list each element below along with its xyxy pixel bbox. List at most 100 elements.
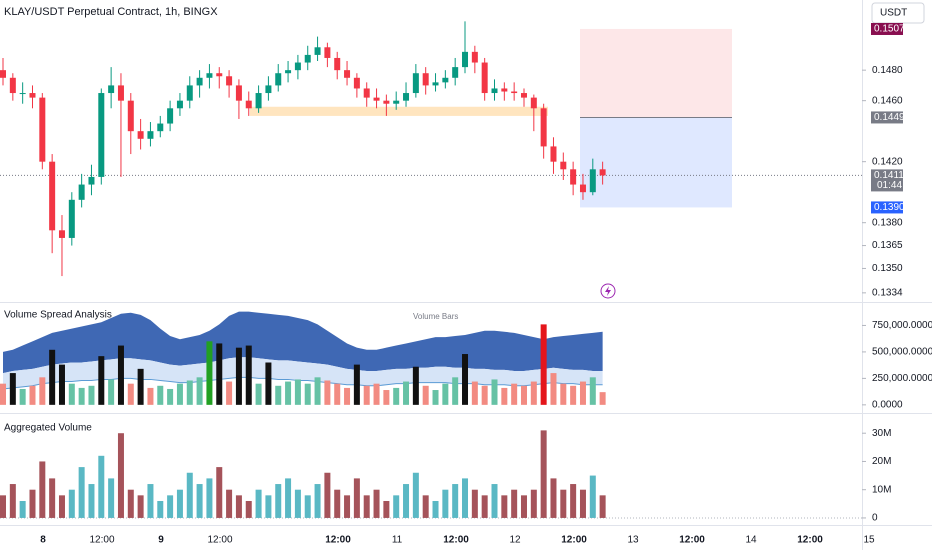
volume-bar xyxy=(570,484,577,518)
volume-bar xyxy=(589,475,596,518)
x-tick-label: 12:00 xyxy=(89,535,114,546)
volume-bar xyxy=(334,383,341,405)
candle-body xyxy=(432,82,439,86)
volume-bar xyxy=(579,381,586,405)
lightning-bolt xyxy=(605,286,611,296)
volume-bar xyxy=(68,489,75,518)
candle-body xyxy=(78,184,85,200)
candle-body xyxy=(186,85,193,101)
volume-bar xyxy=(560,383,567,405)
candle-body xyxy=(520,93,527,98)
volume-bar xyxy=(363,385,370,405)
volume-bar xyxy=(452,484,459,518)
volume-bar xyxy=(471,489,478,518)
volume-bar xyxy=(19,388,26,405)
x-tick-label: 12:00 xyxy=(325,535,351,546)
candle-body xyxy=(501,88,508,92)
x-tick-label: 12:00 xyxy=(207,535,232,546)
y-tick-label: 30M xyxy=(872,428,891,439)
volume-bar xyxy=(432,390,439,405)
volume-bar xyxy=(68,383,75,405)
candle-body xyxy=(206,73,213,78)
candle-body xyxy=(570,169,577,185)
y-tick-label: 0 xyxy=(872,513,878,524)
x-tick-label: 9 xyxy=(158,535,164,546)
volume-bar xyxy=(422,385,429,405)
volume-bar xyxy=(520,385,527,405)
candle-body xyxy=(383,100,390,104)
volume-bar xyxy=(137,495,144,518)
candle-body xyxy=(550,146,557,162)
candle-body xyxy=(88,176,95,185)
volume-bar xyxy=(19,500,26,518)
volume-bar xyxy=(579,489,586,518)
volume-bar xyxy=(186,380,193,405)
volume-bar xyxy=(403,484,410,518)
candle-body xyxy=(294,62,301,71)
volume-bar xyxy=(530,489,537,518)
candle-body xyxy=(403,93,410,101)
candle-body xyxy=(137,131,144,139)
candle-body xyxy=(363,88,370,98)
volume-bar xyxy=(481,385,488,405)
candle-body xyxy=(245,100,252,109)
target-zone xyxy=(580,117,732,208)
y-tick-label: 0.1380 xyxy=(872,217,903,228)
x-tick-label: 13 xyxy=(627,535,639,546)
volume-bar xyxy=(452,377,459,405)
volume-bar xyxy=(491,379,498,405)
x-tick-label: 11 xyxy=(392,535,403,546)
volume-bar xyxy=(226,489,233,518)
candle-body xyxy=(599,169,606,176)
volume-bar xyxy=(127,489,134,518)
y-tick-label: 250,000.0000 xyxy=(872,373,932,384)
volume-bar xyxy=(285,478,292,518)
candle-body xyxy=(117,85,124,101)
x-tick-label: 12:00 xyxy=(679,535,705,546)
volume-bar xyxy=(599,495,606,518)
volume-bar xyxy=(245,500,252,518)
candle-body xyxy=(265,85,272,94)
volume-bar xyxy=(98,356,105,405)
lightning-icon[interactable] xyxy=(600,283,616,299)
y-tick-label: 0.1334 xyxy=(872,287,903,298)
y-tick-label: 0.1480 xyxy=(872,65,903,76)
candle-body xyxy=(353,77,360,89)
volume-bar xyxy=(235,495,242,518)
candle-body xyxy=(462,51,469,68)
volume-bar xyxy=(108,478,115,518)
price-marker xyxy=(871,22,903,35)
candle-body xyxy=(216,73,223,77)
currency-label[interactable]: USDT xyxy=(880,8,907,19)
volume-bar xyxy=(304,383,311,405)
candle-body xyxy=(19,93,26,95)
volume-bar xyxy=(363,495,370,518)
volume-bar xyxy=(383,500,390,518)
volume-bar xyxy=(422,495,429,518)
candle-body xyxy=(147,131,154,139)
volume-bar xyxy=(147,484,154,518)
volume-bar xyxy=(501,387,508,405)
price-marker-label: 0.1411 xyxy=(874,170,904,181)
volume-bar xyxy=(226,381,233,405)
volume-bar xyxy=(176,489,183,518)
candle-body xyxy=(29,93,36,98)
y-tick-label: 0.0000 xyxy=(872,399,903,410)
candle-body xyxy=(314,47,321,55)
candle-body xyxy=(373,97,380,101)
y-tick-label: 500,000.0000 xyxy=(872,347,932,358)
volume-bar xyxy=(353,478,360,518)
volume-bar xyxy=(324,380,331,405)
indicator-legend: Volume Bars xyxy=(413,312,458,321)
volume-bar xyxy=(216,343,223,405)
volume-bar xyxy=(196,377,203,405)
volume-bar xyxy=(294,489,301,518)
volume-bar xyxy=(58,364,65,405)
y-tick-label: 0.1365 xyxy=(872,240,903,251)
candle-body xyxy=(39,97,46,162)
volume-bar xyxy=(39,461,46,518)
volume-bar xyxy=(98,455,105,518)
candle-body xyxy=(393,100,400,104)
volume-bar xyxy=(540,430,547,518)
price-marker-label: 0.1390 xyxy=(874,202,905,213)
